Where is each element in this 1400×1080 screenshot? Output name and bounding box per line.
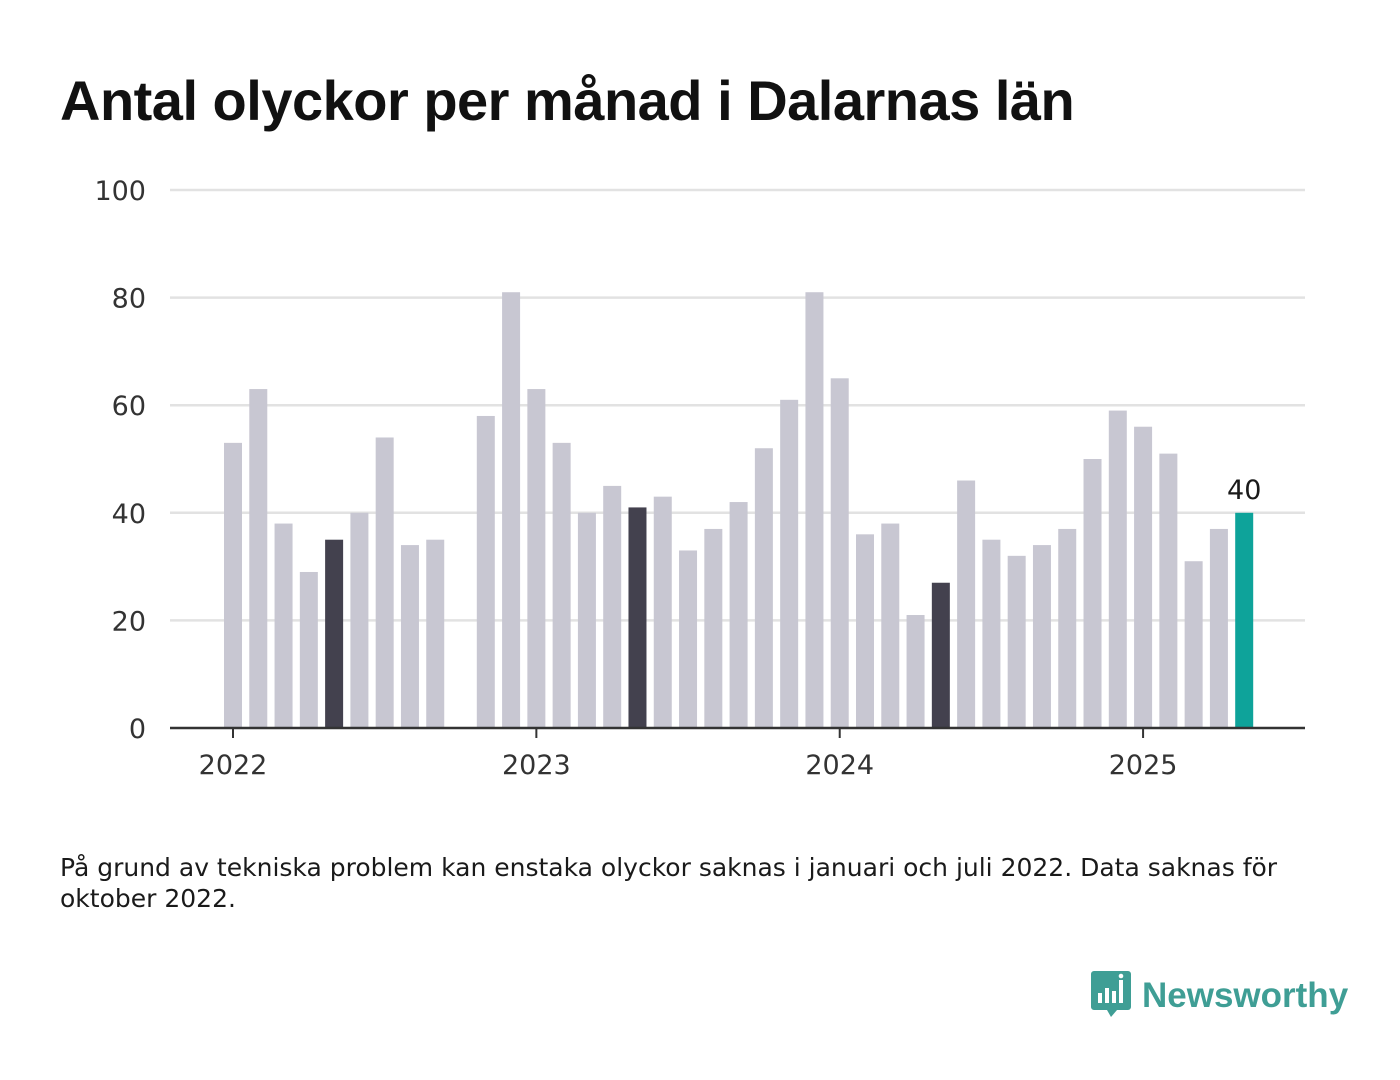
data-label: 40 (1227, 475, 1261, 506)
bar (1032, 545, 1051, 728)
bar (375, 437, 394, 728)
x-tick-label: 2023 (502, 750, 571, 781)
bar (1209, 528, 1228, 728)
bar (400, 545, 419, 728)
bar (1134, 426, 1153, 728)
bar (931, 582, 950, 728)
bar (957, 480, 976, 728)
x-tick-label: 2025 (1109, 750, 1178, 781)
data-labels: 40 (1227, 475, 1261, 506)
bar (1108, 410, 1127, 728)
bar (527, 389, 546, 728)
bar (856, 534, 874, 728)
bar (350, 512, 369, 728)
bar (704, 528, 723, 728)
bar (780, 399, 799, 728)
x-tick-label: 2024 (805, 750, 874, 781)
bar (325, 539, 344, 728)
x-axis-ticks: 2022 2023 2024 2025 (199, 728, 1178, 781)
bar (577, 512, 596, 728)
bar (476, 415, 495, 728)
bar (982, 539, 1001, 728)
bar (679, 550, 698, 728)
bar (426, 539, 445, 728)
bar (1007, 555, 1026, 728)
newsworthy-brand[interactable]: Newsworthy (1090, 970, 1348, 1022)
y-tick-label: 60 (112, 391, 146, 422)
y-tick-label: 0 (129, 714, 146, 745)
chart-title: Antal olyckor per månad i Dalarnas län (60, 69, 1075, 132)
bar (274, 523, 293, 728)
y-axis-labels: 0 20 40 60 80 100 (94, 176, 146, 745)
bar (881, 523, 900, 728)
bar (603, 485, 622, 728)
bar (299, 571, 318, 728)
bar (653, 496, 672, 728)
x-tick-label: 2022 (199, 750, 268, 781)
bar (224, 442, 242, 728)
y-tick-label: 20 (112, 606, 146, 637)
bar (552, 442, 571, 728)
bar (628, 507, 647, 728)
newsworthy-logo-icon (1090, 969, 1132, 1023)
bar (1159, 453, 1178, 728)
bars (224, 292, 1254, 728)
bar (830, 378, 849, 728)
bar (1083, 459, 1102, 728)
bar (1058, 528, 1077, 728)
y-tick-label: 80 (112, 284, 146, 315)
brand-name: Newsworthy (1142, 976, 1349, 1015)
bar (502, 292, 521, 728)
bar (805, 292, 824, 728)
bar-chart: 0 20 40 60 80 100 2022 2023 2024 2025 40 (94, 176, 1305, 781)
bar (729, 502, 748, 728)
y-tick-label: 40 (112, 499, 146, 530)
bar (249, 389, 268, 728)
bar (754, 448, 773, 728)
y-tick-label: 100 (94, 176, 146, 207)
bar (1235, 512, 1254, 728)
bar (906, 615, 925, 728)
footnote: På grund av tekniska problem kan enstaka… (60, 853, 1278, 913)
bar (1184, 561, 1203, 728)
